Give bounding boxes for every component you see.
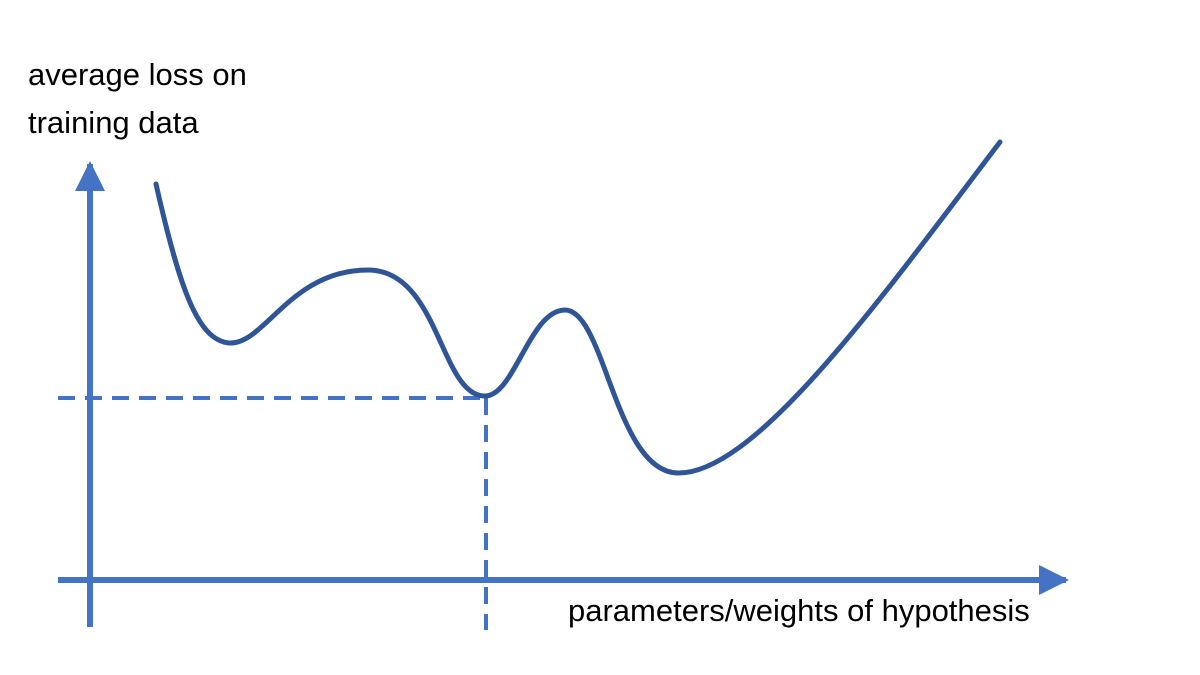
x-axis-label: parameters/weights of hypothesis <box>568 593 1030 628</box>
y-axis-label-line1: average loss on <box>28 57 247 92</box>
y-axis-label-line2: training data <box>28 105 199 140</box>
loss-curve <box>153 139 1003 476</box>
